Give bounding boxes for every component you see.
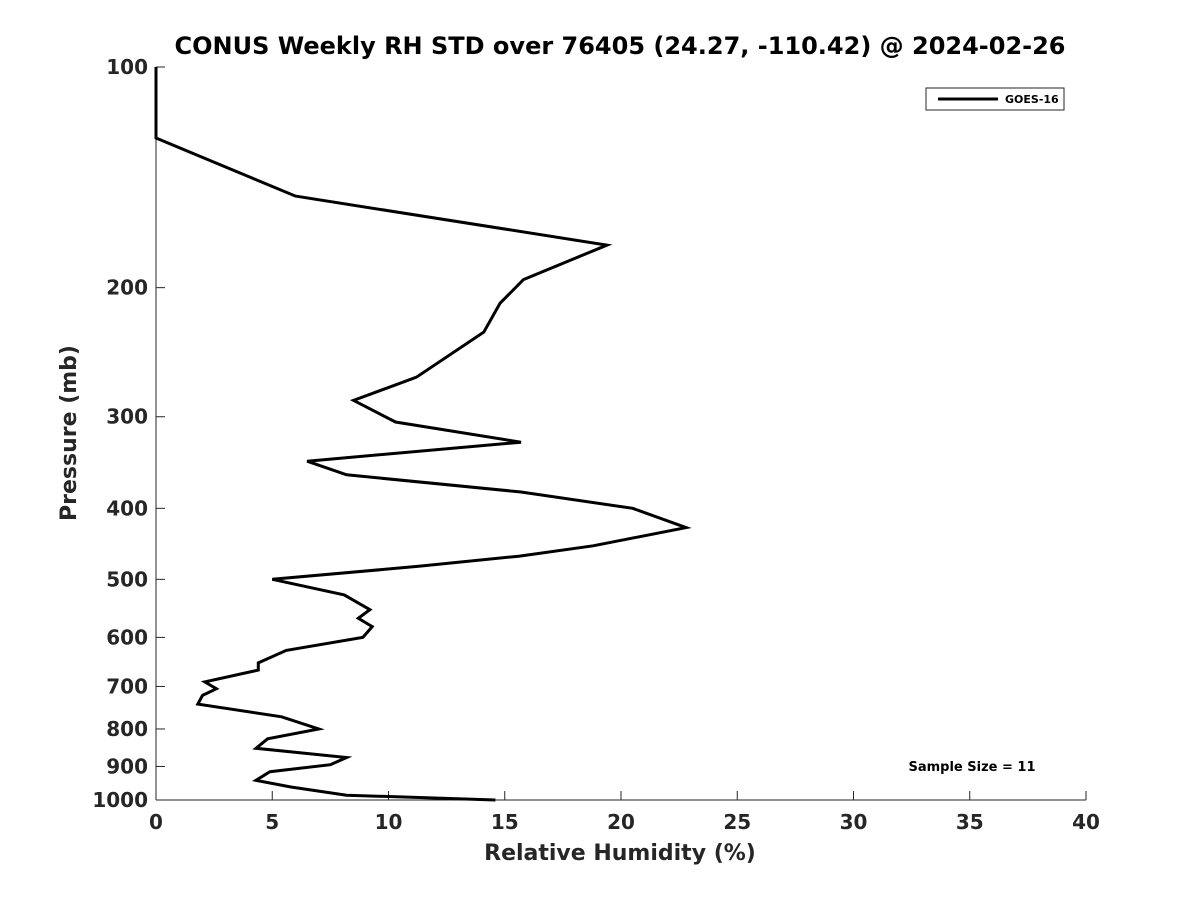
x-tick-label: 20: [607, 810, 635, 834]
y-tick-label: 600: [106, 625, 148, 649]
series-layer: [154, 67, 692, 802]
y-tick-label: 200: [106, 276, 148, 300]
y-axis-label: Pressure (mb): [57, 345, 82, 521]
x-tick-label: 40: [1072, 810, 1100, 834]
y-tick-label: 300: [106, 405, 148, 429]
chart-title: CONUS Weekly RH STD over 76405 (24.27, -…: [174, 32, 1065, 60]
x-tick-label: 15: [491, 810, 519, 834]
x-tick-label: 0: [149, 810, 163, 834]
y-tick-label: 900: [106, 754, 148, 778]
x-tick-label: 5: [265, 810, 279, 834]
y-tick-label: 1000: [92, 788, 148, 812]
x-tick-label: 10: [375, 810, 403, 834]
x-axis-label: Relative Humidity (%): [484, 841, 756, 866]
sample-size-annotation: Sample Size = 11: [908, 760, 1035, 775]
y-tick-label: 400: [106, 496, 148, 520]
legend-entry-goes-16: GOES-16: [1005, 93, 1059, 106]
series-line-goes-16: [154, 67, 692, 802]
y-tick-label: 700: [106, 674, 148, 698]
x-tick-label: 30: [840, 810, 868, 834]
x-tick-label: 35: [956, 810, 984, 834]
y-tick-label: 800: [106, 717, 148, 741]
y-tick-label: 100: [106, 55, 148, 79]
axes: 0 5 10 15 20 25 30 35 40 100 200 300 400 500 600 700 800…: [92, 55, 1100, 834]
legend[interactable]: GOES-16: [925, 87, 1065, 111]
y-tick-label: 500: [106, 567, 148, 591]
x-tick-label: 25: [723, 810, 751, 834]
